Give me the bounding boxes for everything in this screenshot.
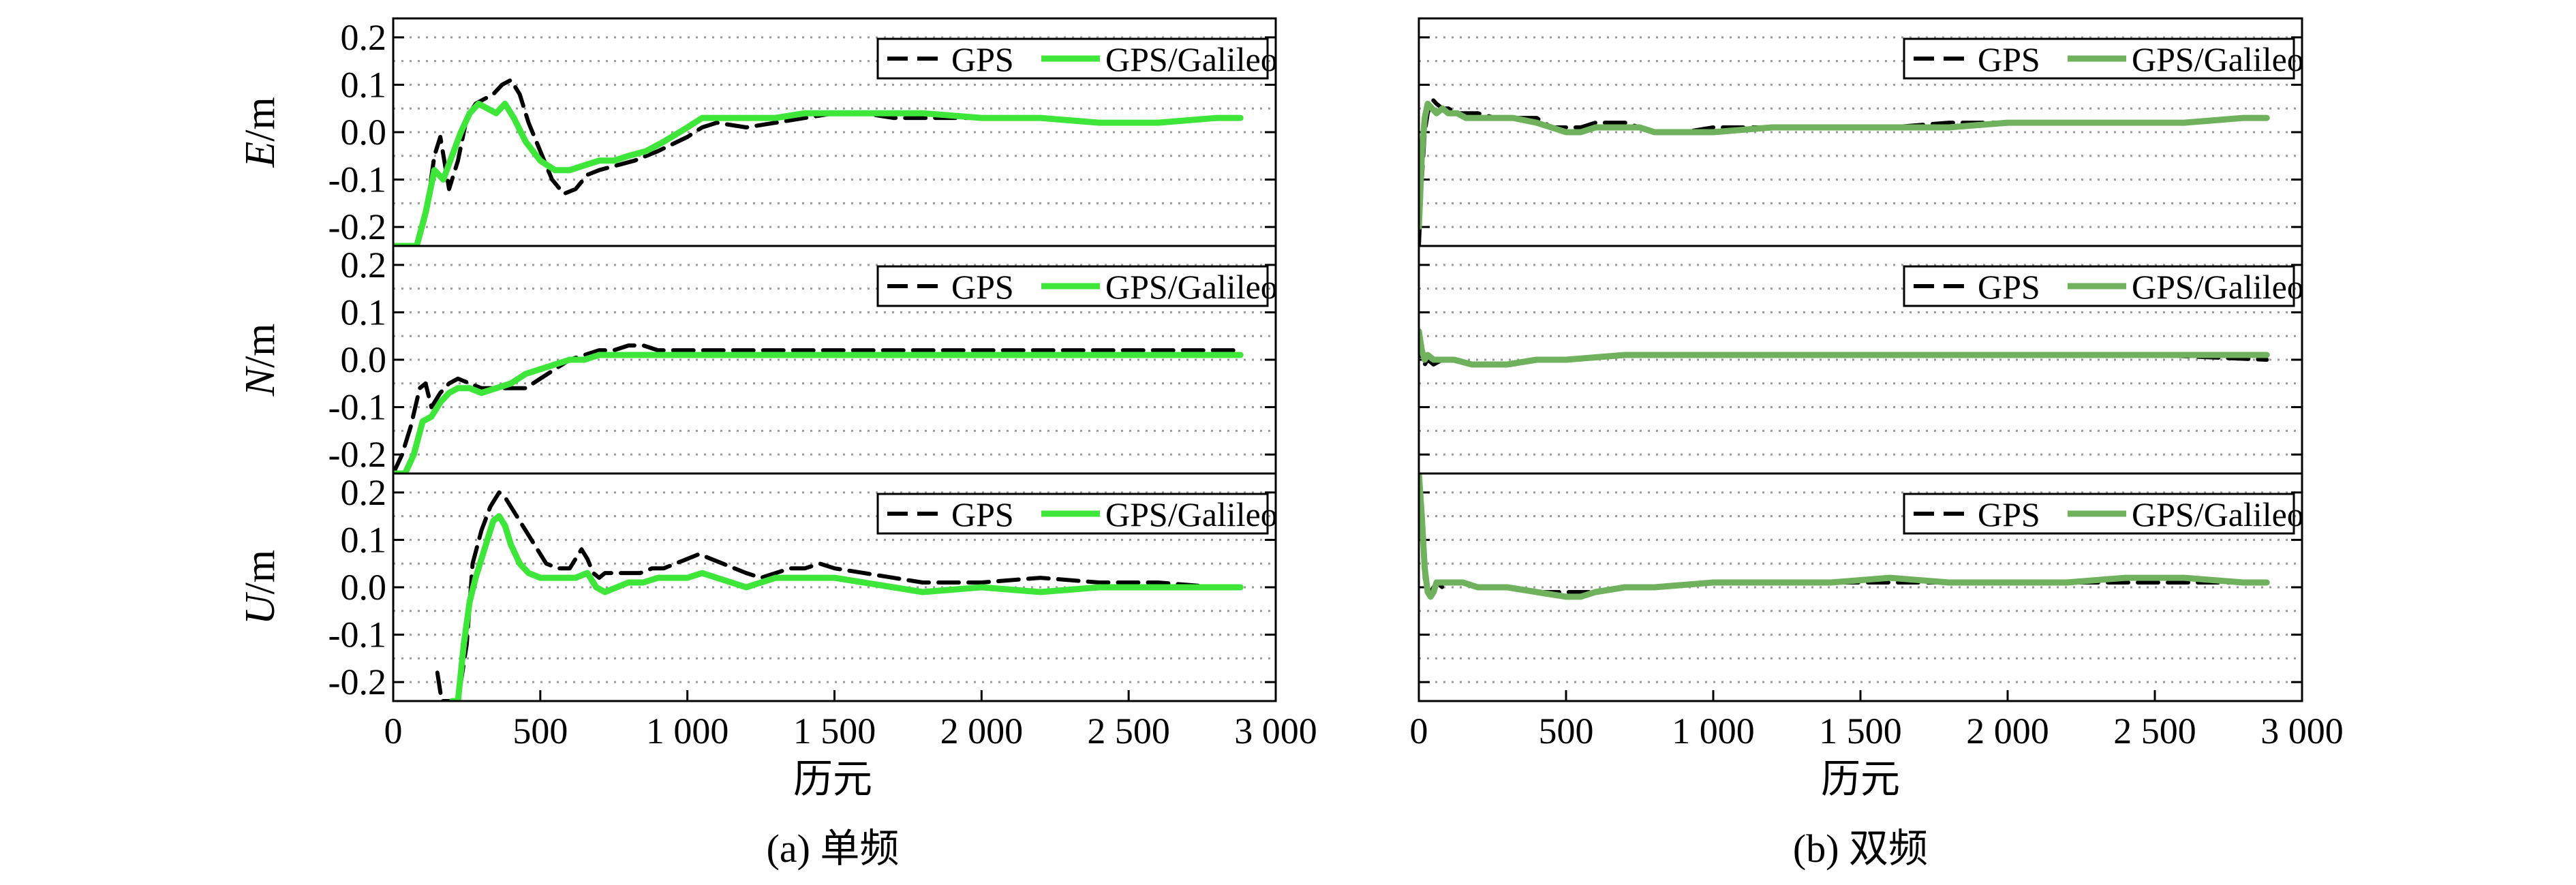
panel-a-n-y-tick-label: 0.1: [341, 292, 387, 332]
panel-b-u-plot: 0 500 1 000 1 500 2 000 2 500 3 000 GPS GPS/Gali…: [1410, 472, 2344, 751]
panel-a-u-legend-gps-galileo-label: GPS/Galileo: [1105, 495, 1278, 533]
panel-b-e-series-gps-galileo-line: [1419, 100, 2270, 230]
panel-b-u-legend-gps-galileo-label: GPS/Galileo: [2132, 495, 2304, 533]
panel-a-n-series-gps-galileo-line: [393, 352, 1244, 473]
panel-b-u-x-tick-label: 2 000: [1966, 711, 2049, 751]
panel-b-e-series-group: [1419, 97, 2270, 246]
panel-a-u-x-tick-label: 2 500: [1087, 711, 1170, 751]
panel-a-e-y-tick-label: -0.1: [328, 159, 386, 200]
panel-a-u-axes-frame: [392, 472, 1277, 702]
panel-a-n-y-tick-label: -0.1: [328, 387, 386, 428]
panel-a-u-x-tick-label: 500: [512, 711, 568, 751]
panel-b-caption: (b) 双频: [1793, 826, 1928, 871]
panel-b-u-series-group: [1419, 473, 2270, 600]
panel-a-u-y-tick-label: 0.2: [341, 472, 387, 513]
panel-a-u-y-axis-label-unit: /m: [237, 550, 283, 594]
panel-a-u-x-tick-label: 3 000: [1234, 711, 1317, 751]
panel-a-u-x-tick-label: 1 000: [646, 711, 729, 751]
panel-b-n-plot: GPS GPS/Galileo: [1417, 245, 2304, 475]
panel-a-n-y-tick-label: -0.2: [328, 434, 386, 475]
panel-a-e-y-tick-label: 0.2: [341, 17, 387, 58]
panel-b-e-legend-gps-label: GPS: [1978, 40, 2040, 78]
panel-a-n-legend: GPS GPS/Galileo: [876, 265, 1278, 307]
panel-b-n-legend: GPS GPS/Galileo: [1903, 265, 2304, 307]
panel-a-u-legend: GPS GPS/Galileo: [876, 493, 1278, 535]
panel-a-e-y-tick-label: 0.1: [341, 64, 387, 105]
panel-a-e-y-axis-label-symbol: E: [237, 142, 283, 168]
panel-b-u-x-tick-label: 2 500: [2113, 711, 2196, 751]
panel-a-x-axis-label: 历元: [793, 757, 872, 801]
panel-a-u-legend-gps-label: GPS: [951, 495, 1014, 533]
panel-a-u-x-tick-label: 0: [384, 711, 403, 751]
panel-a-e-series-group: [393, 78, 1244, 246]
panel-b-u-x-tick-label: 1 000: [1672, 711, 1755, 751]
panel-a-u-y-tick-label: -0.1: [328, 615, 386, 655]
panel-a-n-y-tick-label: 0.0: [341, 339, 387, 380]
panel-a-n-series-gps-line: [393, 343, 1243, 473]
panel-b-u-legend: GPS GPS/Galileo: [1903, 493, 2304, 535]
panel-a-n-series-group: [393, 343, 1244, 473]
panel-a-n-y-axis-label-symbol: N: [237, 365, 283, 397]
panel-a-u-series-gps-galileo-line: [448, 513, 1244, 701]
panel-b-e-legend: GPS GPS/Galileo: [1903, 37, 2304, 80]
panel-a-u-series-gps-line: [435, 490, 1243, 701]
panel-a-u-y-tick-label: -0.2: [328, 662, 386, 702]
plots-layer: 0.2 0.1 0.0 -0.1 -0.2 E/m GPS GPS/Galileo 0.2 0.1…: [237, 17, 2344, 751]
panel-b-u-x-tick-label: 0: [1410, 711, 1428, 751]
panel-b-u-series-gps-galileo-line: [1419, 473, 2270, 600]
panel-a-n-plot: 0.2 0.1 0.0 -0.1 -0.2 N/m GPS GPS/Galileo: [237, 245, 1278, 475]
panel-a-u-y-tick-label: 0.1: [341, 519, 387, 560]
panel-b-n-series-group: [1419, 328, 2270, 368]
panel-a-e-series-gps-galileo-line: [393, 100, 1244, 246]
panel-a-u-y-tick-label: 0.0: [341, 567, 387, 608]
panel-a-u-x-tick-label: 1 500: [793, 711, 876, 751]
panel-a-e-y-axis-label-unit: /m: [237, 97, 283, 141]
panel-a-u-plot: 0.2 0.1 0.0 -0.1 -0.2 U/m 0 500 1 000 1 500 2 000 2…: [237, 472, 1317, 751]
panel-a-u-x-tick-label: 2 000: [940, 711, 1024, 751]
panel-a-n-y-tick-label: 0.2: [341, 245, 387, 285]
panel-a-e-legend-gps-label: GPS: [951, 40, 1014, 78]
panel-b-u-x-tick-label: 1 500: [1819, 711, 1902, 751]
panel-b-n-series-gps-galileo-line: [1419, 328, 2270, 368]
panel-a-caption: (a) 单频: [767, 826, 900, 871]
panel-a-u-series-group: [435, 490, 1244, 701]
panel-a-e-plot: 0.2 0.1 0.0 -0.1 -0.2 E/m GPS GPS/Galileo: [237, 17, 1278, 247]
panel-b-n-legend-gps-galileo-label: GPS/Galileo: [2132, 268, 2304, 306]
panel-b-e-plot: GPS GPS/Galileo: [1417, 17, 2304, 247]
panel-b-u-legend-gps-label: GPS: [1978, 495, 2040, 533]
panel-b-u-axes-frame: [1417, 472, 2303, 702]
panel-a-e-legend-gps-galileo-label: GPS/Galileo: [1105, 40, 1278, 78]
panel-a-e-series-gps-line: [393, 78, 1243, 246]
panel-b-x-axis-label: 历元: [1821, 757, 1900, 801]
panel-b-e-legend-gps-galileo-label: GPS/Galileo: [2132, 40, 2304, 78]
panel-a-n-legend-gps-label: GPS: [951, 268, 1014, 306]
panel-b-u-x-tick-label: 500: [1539, 711, 1594, 751]
panel-a-e-y-tick-label: 0.0: [341, 112, 387, 153]
panel-a-u-y-axis-label: U/m: [237, 550, 283, 625]
panel-a-e-y-tick-label: -0.2: [328, 206, 386, 247]
panel-b-n-legend-gps-label: GPS: [1978, 268, 2040, 306]
panel-a-n-y-axis-label: N/m: [237, 324, 283, 397]
panel-a-e-legend: GPS GPS/Galileo: [876, 37, 1278, 80]
panel-a-e-y-axis-label: E/m: [237, 97, 283, 168]
panel-a-n-legend-gps-galileo-label: GPS/Galileo: [1105, 268, 1278, 306]
panel-b-u-x-tick-label: 3 000: [2260, 711, 2344, 751]
panel-a-n-y-axis-label-unit: /m: [237, 324, 283, 368]
panel-a-u-y-axis-label-symbol: U: [237, 591, 283, 625]
